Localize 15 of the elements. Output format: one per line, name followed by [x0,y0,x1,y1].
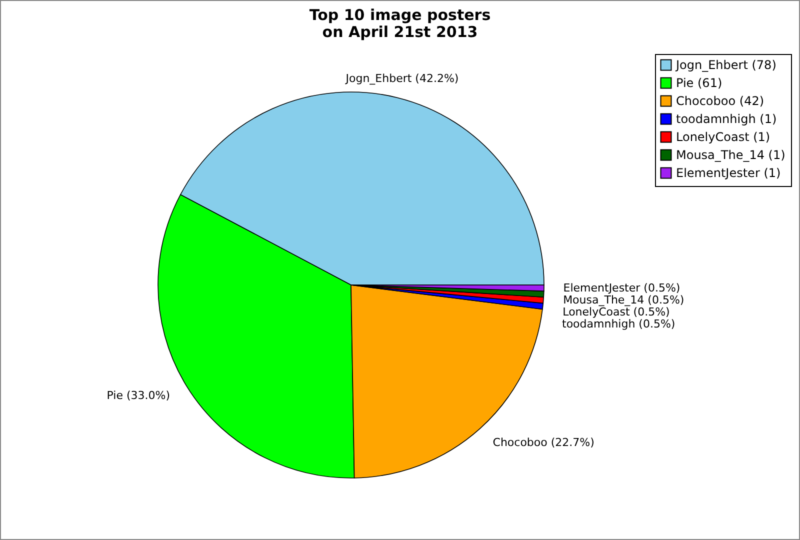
legend-label: Pie (61) [676,76,722,90]
legend-label: Jogn_Ehbert (78) [675,58,776,72]
data-label: toodamnhigh (0.5%) [562,317,676,330]
legend-label: Mousa_The_14 (1) [676,148,786,162]
data-label: Mousa_The_14 (0.5%) [563,293,684,306]
legend-label: ElementJester (1) [676,166,781,180]
data-label: Pie (33.0%) [106,389,170,402]
legend-label: LonelyCoast (1) [676,130,770,144]
data-label: LonelyCoast (0.5%) [562,305,670,318]
legend-label: toodamnhigh (1) [676,112,777,126]
data-label: Chocoboo (22.7%) [492,436,594,450]
data-label: ElementJester (0.5%) [563,281,680,294]
chart-title: Top 10 image posters on April 21st 2013 [309,6,491,41]
data-label: Jogn_Ehbert (42.2%) [344,72,459,85]
legend-label: Chocoboo (42) [676,94,764,108]
